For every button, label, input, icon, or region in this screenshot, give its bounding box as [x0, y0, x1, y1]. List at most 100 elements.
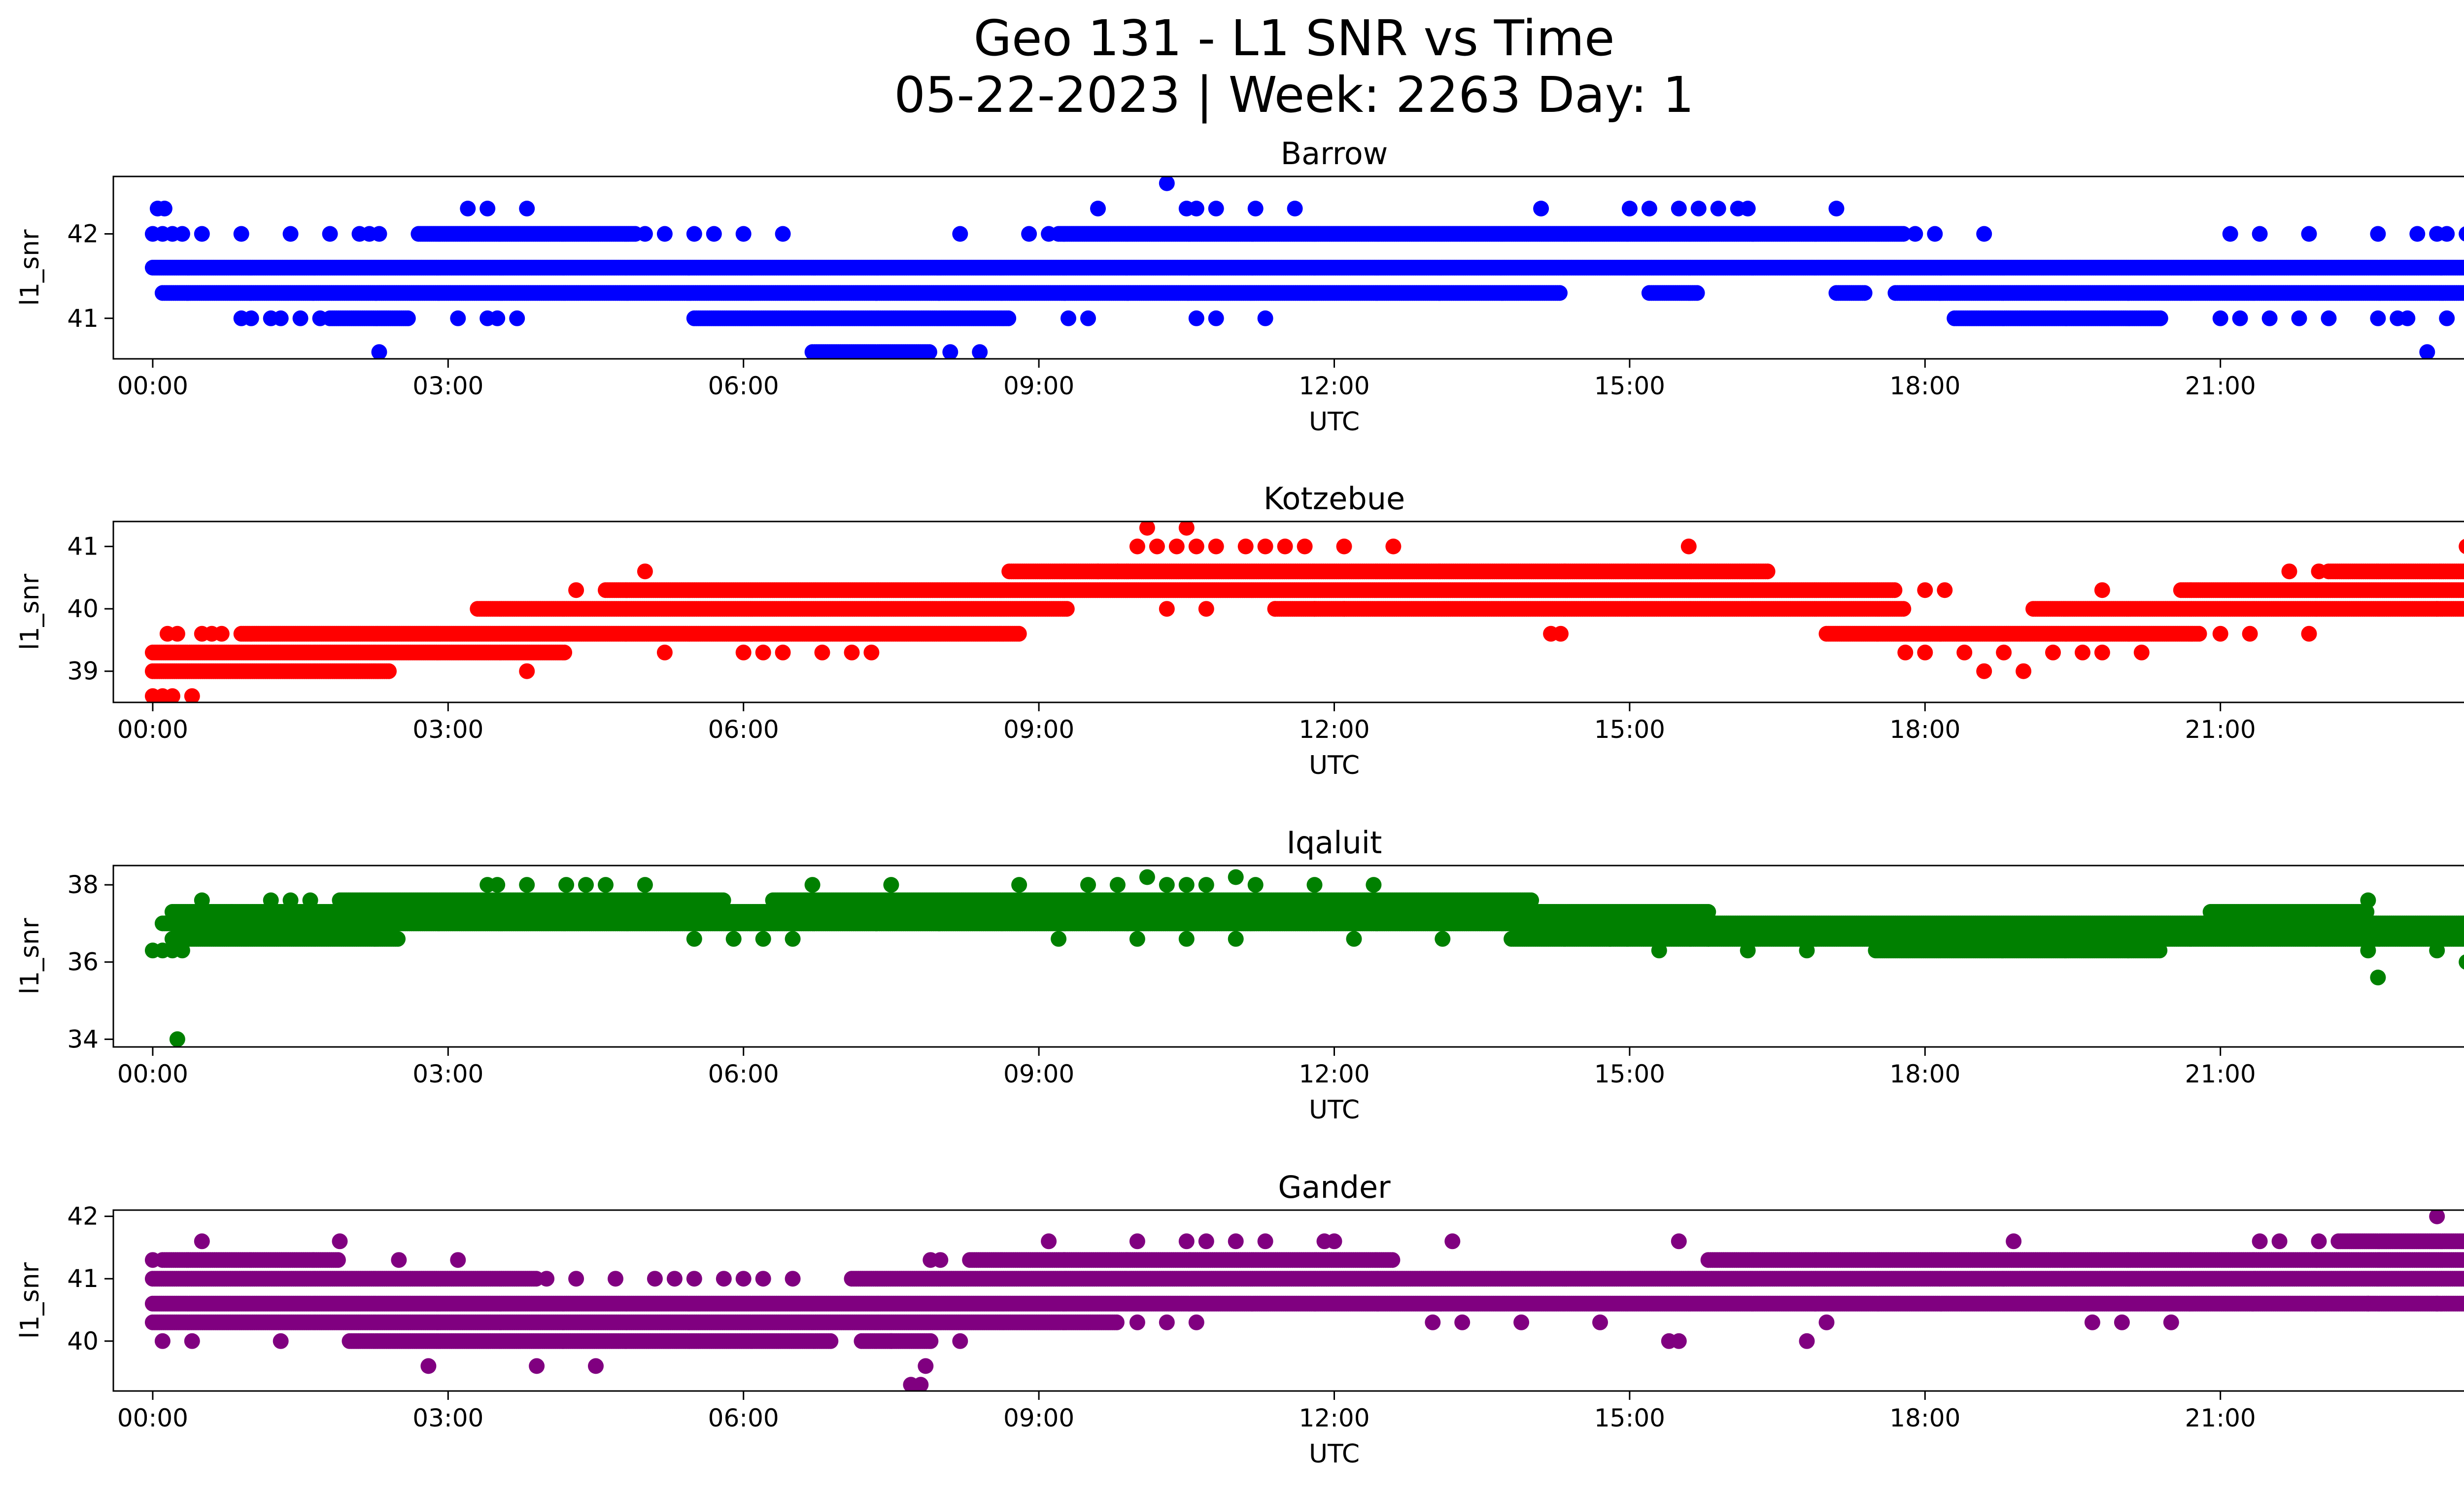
data-point	[1090, 201, 1106, 217]
x-tick-label: 15:00	[1594, 372, 1665, 400]
figure-title-line1: Geo 131 - L1 SNR vs Time	[974, 9, 1615, 67]
data-point	[489, 310, 506, 326]
data-point	[637, 226, 653, 242]
x-tick-label: 03:00	[412, 372, 483, 400]
data-point	[1856, 285, 1873, 301]
data-point	[1257, 310, 1273, 326]
data-point	[460, 201, 476, 217]
data-point	[1828, 201, 1845, 217]
data-point	[735, 226, 752, 242]
data-point	[371, 344, 387, 359]
data-point	[400, 310, 416, 326]
data-point	[1671, 201, 1687, 217]
data-point	[1059, 601, 1075, 617]
data-point	[1927, 226, 1943, 242]
data-point	[450, 310, 466, 326]
data-point	[706, 226, 722, 242]
data-point	[1080, 310, 1096, 326]
data-point	[1188, 310, 1204, 326]
data-point	[1287, 201, 1303, 217]
scatter-series-kotzebue	[144, 522, 2464, 702]
data-point	[1159, 176, 1175, 191]
y-tick-label: 41	[67, 304, 99, 333]
data-point	[656, 226, 673, 242]
data-point	[1976, 226, 1992, 242]
data-point	[556, 644, 573, 661]
subplot-title: Kotzebue	[1264, 481, 1405, 517]
data-point	[921, 344, 937, 359]
data-point	[2291, 310, 2307, 326]
y-tick-label: 42	[67, 219, 99, 248]
data-point	[2419, 344, 2435, 359]
data-point	[972, 344, 988, 359]
data-point	[371, 226, 387, 242]
x-tick-label: 18:00	[1889, 372, 1960, 400]
data-point	[2370, 310, 2386, 326]
data-point	[2191, 626, 2207, 642]
data-point	[174, 226, 190, 242]
data-point	[1061, 310, 1076, 326]
data-point	[2261, 310, 2278, 326]
data-point	[312, 310, 328, 326]
data-point	[2222, 226, 2238, 242]
data-point	[1689, 285, 1705, 301]
data-point	[1907, 226, 1923, 242]
data-point	[2439, 226, 2455, 242]
data-point	[2459, 226, 2464, 242]
data-point	[1041, 226, 1057, 242]
data-point	[2439, 310, 2455, 326]
data-point	[1641, 201, 1657, 217]
data-point	[1011, 626, 1027, 642]
data-point	[243, 310, 259, 326]
data-point	[1188, 201, 1204, 217]
data-point	[1208, 201, 1224, 217]
data-point	[2399, 310, 2416, 326]
data-point	[1740, 201, 1756, 217]
data-point	[1533, 201, 1549, 217]
data-point	[1690, 201, 1707, 217]
data-point	[322, 226, 338, 242]
data-point	[1000, 310, 1017, 326]
x-tick-label: 06:00	[708, 372, 779, 400]
data-point	[1895, 601, 1912, 617]
data-point	[292, 310, 308, 326]
data-point	[2463, 263, 2464, 273]
data-point	[2321, 310, 2337, 326]
data-point	[942, 344, 958, 359]
data-point	[2212, 310, 2228, 326]
data-point	[273, 310, 289, 326]
scatter-series-barrow	[144, 176, 2464, 359]
data-point	[479, 201, 496, 217]
data-point	[1552, 285, 1568, 301]
data-point	[2409, 226, 2426, 242]
x-tick-label: 00:00	[117, 372, 188, 400]
y-axis-label: l1_snr	[15, 229, 45, 306]
data-point	[233, 226, 249, 242]
x-axis-label: UTC	[1309, 407, 1360, 437]
data-point	[282, 226, 299, 242]
data-point	[2152, 310, 2168, 326]
subplot-title: Barrow	[1281, 136, 1388, 172]
x-tick-label: 21:00	[2185, 372, 2256, 400]
data-point	[2462, 287, 2464, 299]
data-point	[509, 310, 525, 326]
data-point	[952, 226, 968, 242]
x-tick-label: 09:00	[1003, 372, 1074, 400]
data-point	[2460, 261, 2464, 275]
data-point	[1621, 201, 1638, 217]
data-point	[1021, 226, 1037, 242]
data-point	[1208, 310, 1224, 326]
data-point	[2301, 226, 2317, 242]
data-point	[381, 663, 397, 679]
data-point	[2232, 310, 2248, 326]
data-point	[194, 226, 210, 242]
data-point	[2252, 226, 2268, 242]
data-point	[1247, 201, 1264, 217]
data-point	[775, 226, 791, 242]
figure-title-line2: 05-22-2023 | Week: 2263 Day: 1	[894, 66, 1694, 124]
data-point	[519, 201, 535, 217]
